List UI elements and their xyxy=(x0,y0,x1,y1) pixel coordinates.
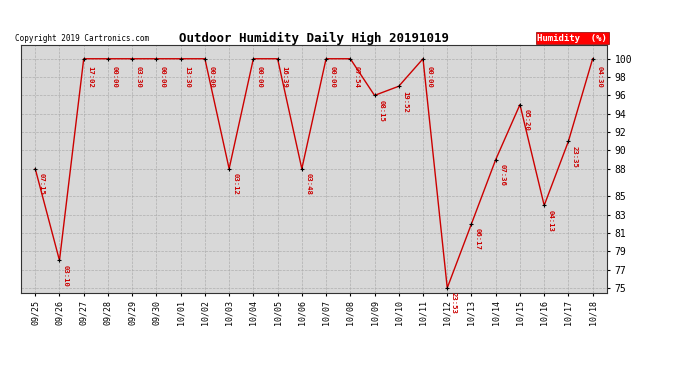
Point xyxy=(224,166,235,172)
Point xyxy=(272,56,283,62)
Text: 00:00: 00:00 xyxy=(160,66,166,88)
Point xyxy=(417,56,428,62)
Text: 00:00: 00:00 xyxy=(208,66,215,88)
Text: 00:00: 00:00 xyxy=(257,66,263,88)
Text: 08:15: 08:15 xyxy=(378,100,384,122)
Text: 19:52: 19:52 xyxy=(402,91,408,113)
Text: 04:13: 04:13 xyxy=(548,210,554,232)
Point xyxy=(151,56,162,62)
Text: 00:00: 00:00 xyxy=(330,66,336,88)
Point xyxy=(515,102,526,108)
Text: 23:35: 23:35 xyxy=(572,146,578,168)
Text: 04:30: 04:30 xyxy=(596,66,602,88)
Point xyxy=(587,56,598,62)
Text: 16:39: 16:39 xyxy=(282,66,287,88)
Point xyxy=(539,202,550,208)
Text: 06:17: 06:17 xyxy=(475,228,481,250)
Text: 23:53: 23:53 xyxy=(451,292,457,314)
Point xyxy=(296,166,307,172)
Text: 03:12: 03:12 xyxy=(233,173,239,195)
Point xyxy=(127,56,138,62)
Text: 00:00: 00:00 xyxy=(426,66,433,88)
Point xyxy=(393,83,404,89)
Text: 03:10: 03:10 xyxy=(63,265,69,287)
Point xyxy=(321,56,332,62)
Point xyxy=(466,221,477,227)
Text: 00:00: 00:00 xyxy=(112,66,117,88)
Point xyxy=(442,285,453,291)
Text: 03:30: 03:30 xyxy=(136,66,142,88)
Text: Humidity  (%): Humidity (%) xyxy=(538,33,607,42)
Text: 05:20: 05:20 xyxy=(524,109,530,131)
Point xyxy=(30,166,41,172)
Point xyxy=(248,56,259,62)
Point xyxy=(490,157,501,163)
Text: 17:02: 17:02 xyxy=(88,66,93,88)
Point xyxy=(54,257,65,263)
Point xyxy=(369,92,380,98)
Text: 07:15: 07:15 xyxy=(39,173,45,195)
Point xyxy=(78,56,89,62)
Text: 07:36: 07:36 xyxy=(500,164,505,186)
Point xyxy=(175,56,186,62)
Text: 13:30: 13:30 xyxy=(184,66,190,88)
Title: Outdoor Humidity Daily High 20191019: Outdoor Humidity Daily High 20191019 xyxy=(179,32,449,45)
Point xyxy=(563,138,574,144)
Point xyxy=(199,56,210,62)
Point xyxy=(102,56,113,62)
Text: 03:48: 03:48 xyxy=(306,173,311,195)
Point xyxy=(345,56,356,62)
Text: 07:54: 07:54 xyxy=(354,66,360,88)
Text: Copyright 2019 Cartronics.com: Copyright 2019 Cartronics.com xyxy=(15,33,149,42)
